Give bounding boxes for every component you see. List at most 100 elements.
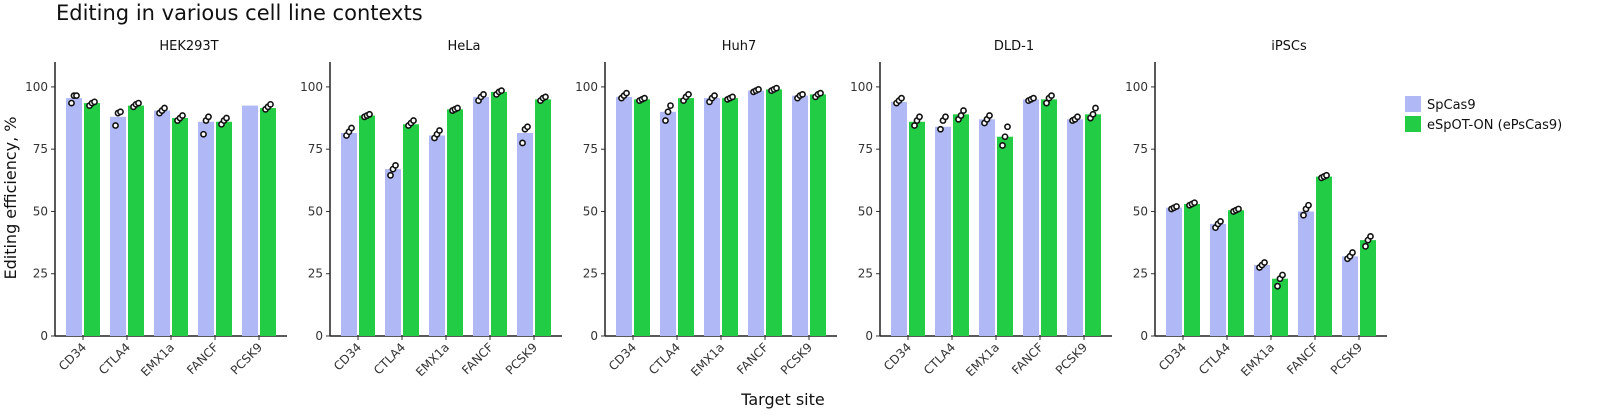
bar-spcas9-emx1a: [1254, 265, 1270, 336]
y-tick-label: 75: [33, 142, 48, 156]
data-point: [480, 90, 487, 98]
data-point: [942, 113, 949, 121]
data-point: [135, 99, 142, 107]
data-point: [1030, 94, 1037, 102]
bar-espot-on-cd34: [84, 103, 100, 336]
data-point: [68, 99, 75, 107]
panel-hek293t: HEK293T 0 25 50 75 100 CD34 CTLA4 EMX1a FANCF PCSK…: [25, 39, 287, 379]
y-tick-label: 50: [308, 204, 323, 218]
y-tick-label: 0: [590, 329, 598, 343]
bar-spcas9-cd34: [1166, 207, 1182, 336]
x-tick-label: PCSK9: [503, 340, 540, 377]
bar-spcas9-emx1a: [979, 119, 995, 336]
x-tick-label: CTLA4: [646, 340, 683, 377]
bar-spcas9-fancf: [473, 96, 489, 336]
data-point: [205, 113, 212, 121]
bar-espot-on-emx1a: [997, 136, 1013, 336]
bar-spcas9-ctla4: [660, 111, 676, 337]
panel-huh7: Huh7 0 25 50 75 100 CD34 CTLA4 EMX1a FANCF PCSK9: [575, 39, 837, 379]
x-tick-label: CD34: [1156, 340, 1189, 373]
data-point: [112, 122, 119, 129]
data-point: [817, 89, 824, 97]
data-point: [957, 112, 965, 119]
data-point: [179, 112, 186, 119]
x-tick-label: FANCF: [459, 340, 496, 377]
bar-spcas9-pcsk9: [792, 95, 808, 336]
y-tick-label: 0: [1140, 329, 1148, 343]
x-tick-label: CTLA4: [1196, 340, 1233, 377]
y-tick-label: 0: [40, 329, 48, 343]
panel-title: Huh7: [722, 39, 757, 54]
y-tick-label: 100: [850, 80, 873, 94]
x-tick-label: FANCF: [1284, 340, 1321, 377]
bar-spcas9-fancf: [198, 121, 214, 336]
x-tick-label: PCSK9: [778, 340, 815, 377]
bar-spcas9-emx1a: [704, 98, 720, 336]
data-point: [267, 100, 274, 108]
x-tick-label: CD34: [56, 340, 89, 373]
bar-spcas9-cd34: [341, 132, 357, 336]
data-point: [223, 114, 230, 122]
x-tick-label: EMX1a: [138, 340, 177, 379]
y-tick-label: 25: [583, 267, 598, 281]
bar-espot-on-ctla4: [1228, 210, 1244, 336]
bar-espot-on-cd34: [359, 115, 375, 337]
data-point: [1048, 92, 1055, 100]
bar-espot-on-fancf: [766, 89, 782, 337]
y-tick-label: 50: [583, 204, 598, 218]
data-point: [1235, 205, 1242, 213]
data-point: [524, 123, 531, 131]
panel-title: iPSCs: [1271, 39, 1307, 54]
data-point: [773, 84, 780, 92]
x-tick-label: EMX1a: [688, 340, 727, 379]
y-tick-label: 50: [1133, 204, 1148, 218]
bar-espot-on-cd34: [1184, 203, 1200, 336]
x-tick-label: CTLA4: [96, 340, 133, 377]
y-tick-label: 100: [300, 80, 323, 94]
y-tick-label: 0: [315, 329, 323, 343]
y-tick-label: 100: [25, 80, 48, 94]
data-point: [348, 124, 355, 132]
y-tick-label: 50: [858, 204, 873, 218]
data-point: [667, 102, 674, 109]
bar-spcas9-cd34: [891, 101, 907, 336]
bar-spcas9-fancf: [748, 90, 764, 337]
x-tick-label: PCSK9: [1328, 340, 1365, 377]
data-point: [1089, 110, 1097, 118]
data-point: [1362, 242, 1369, 250]
bar-spcas9-cd34: [66, 98, 82, 336]
data-point: [73, 92, 80, 100]
x-tick-label: EMX1a: [1238, 340, 1277, 379]
legend-label: eSpOT-ON (ePsCas9): [1427, 118, 1562, 133]
panel-dld-1: DLD-1 0 25 50 75 100 CD34 CTLA4 EMX1a FANCF PCSK9: [850, 39, 1112, 379]
y-axis-title: Editing efficiency, %: [1, 117, 20, 280]
x-tick-label: FANCF: [1009, 340, 1046, 377]
legend: SpCas9 eSpOT-ON (ePsCas9): [1405, 96, 1562, 133]
x-tick-label: FANCF: [734, 340, 771, 377]
x-tick-label: PCSK9: [228, 340, 265, 377]
data-point: [366, 110, 373, 118]
data-point: [755, 86, 762, 93]
x-axis-title: Target site: [740, 390, 824, 409]
data-point: [641, 94, 648, 102]
x-tick-label: CD34: [331, 340, 364, 373]
data-point: [898, 94, 905, 102]
bar-espot-on-emx1a: [172, 118, 188, 336]
bar-spcas9-fancf: [1298, 211, 1314, 336]
data-point: [1323, 171, 1330, 179]
panel-title: HeLa: [448, 39, 481, 54]
data-point: [1305, 201, 1312, 209]
bar-espot-on-emx1a: [1272, 278, 1288, 336]
bar-espot-on-fancf: [1316, 176, 1332, 336]
data-point: [1274, 282, 1281, 290]
data-point: [999, 142, 1006, 149]
data-point: [916, 113, 923, 121]
data-point: [711, 92, 718, 100]
bar-espot-on-cd34: [909, 121, 925, 336]
data-point: [519, 139, 526, 147]
y-tick-label: 75: [583, 142, 598, 156]
y-tick-label: 25: [1133, 267, 1148, 281]
data-point: [454, 104, 461, 112]
bar-spcas9-ctla4: [385, 169, 401, 336]
x-tick-label: CD34: [606, 340, 639, 373]
